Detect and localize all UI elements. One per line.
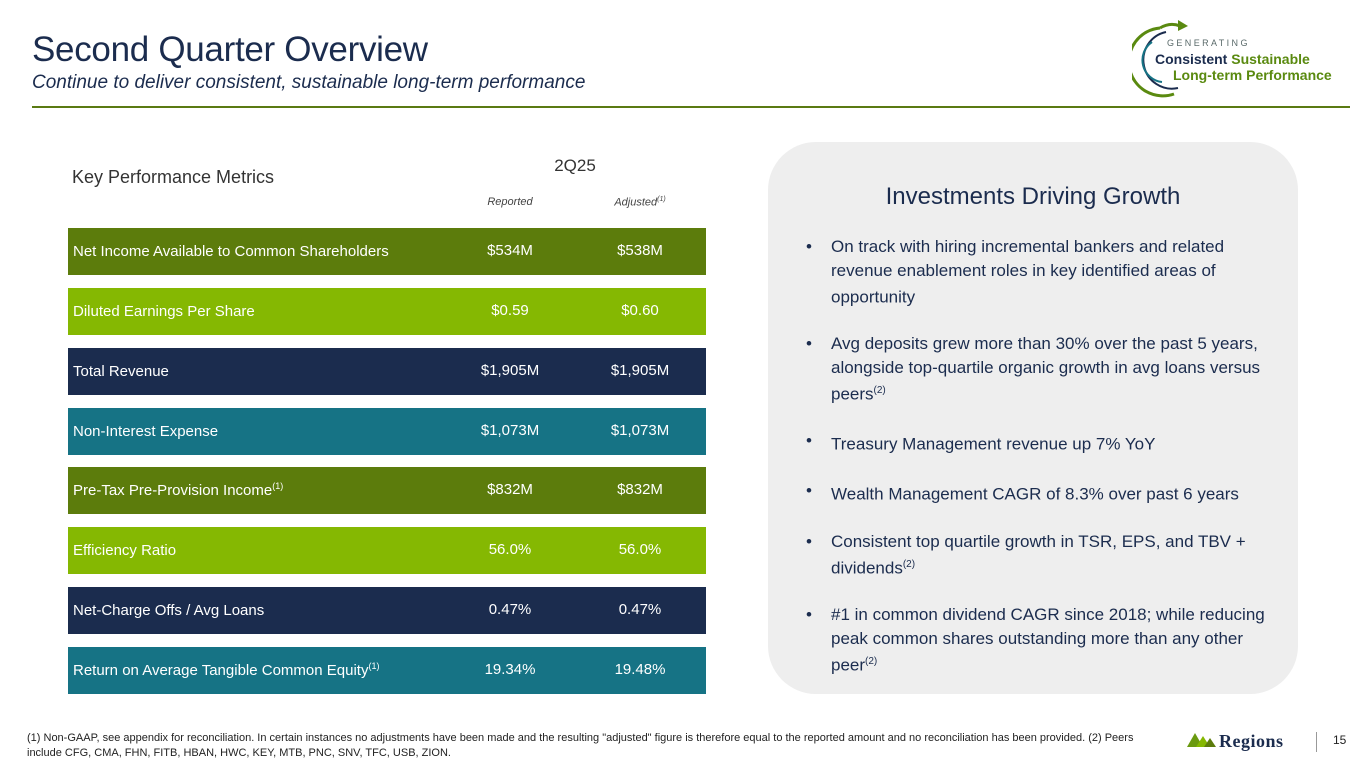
- bullet-text: #1 in common dividend CAGR since 2018; w…: [831, 605, 1265, 675]
- period-header: 2Q25: [554, 156, 596, 175]
- metric-adjusted-value: $0.60: [621, 302, 659, 319]
- footnote: (1) Non-GAAP, see appendix for reconcili…: [27, 732, 1134, 759]
- growth-bullet: Consistent top quartile growth in TSR, E…: [806, 530, 1276, 581]
- metric-row: Total Revenue $1,905M $1,905M: [68, 348, 706, 395]
- metric-label-text: Pre-Tax Pre-Provision Income: [73, 482, 273, 499]
- logo-tagline-small: GENERATING: [1167, 38, 1250, 48]
- reported-column-header: Reported: [487, 196, 533, 208]
- metric-adjusted-value: 0.47%: [618, 601, 662, 618]
- panel-title: Investments Driving Growth: [885, 183, 1181, 210]
- logo-word-sustainable: Sustainable: [1231, 51, 1310, 67]
- metric-reported-value: $0.59: [491, 302, 529, 319]
- metric-adjusted-value: $832M: [617, 481, 663, 498]
- metric-adjusted-value: 19.48%: [614, 661, 666, 678]
- metric-row: Pre-Tax Pre-Provision Income(1) $832M $832…: [68, 467, 706, 514]
- metric-row: Diluted Earnings Per Share $0.59 $0.60: [68, 288, 706, 335]
- adjusted-column-header: Adjusted(1): [595, 196, 685, 209]
- metric-label-text: Return on Average Tangible Common Equity: [73, 662, 369, 679]
- metric-label: Non-Interest Expense: [73, 422, 218, 440]
- metric-footnote-ref: (1): [368, 661, 380, 671]
- page-title: Second Quarter Overview: [32, 30, 428, 69]
- footer-divider: [1316, 732, 1317, 752]
- metric-reported-value: $832M: [487, 481, 533, 498]
- bullet-footnote-ref: (2): [902, 559, 916, 571]
- metric-reported-value: $1,905M: [480, 362, 540, 379]
- bullet-text: Avg deposits grew more than 30% over the…: [831, 334, 1261, 404]
- metric-row: Net-Charge Offs / Avg Loans 0.47% 0.47%: [68, 587, 706, 634]
- metric-label: Net-Charge Offs / Avg Loans: [73, 601, 264, 619]
- metric-adjusted-value: 56.0%: [618, 541, 662, 558]
- metric-reported-value: $534M: [487, 242, 533, 259]
- metric-row: Return on Average Tangible Common Equity…: [68, 647, 706, 694]
- title-divider: [32, 106, 1350, 108]
- growth-bullet: #1 in common dividend CAGR since 2018; w…: [806, 603, 1276, 677]
- metric-label-text: Non-Interest Expense: [73, 423, 219, 440]
- adjusted-footnote-ref: (1): [657, 196, 666, 203]
- metric-adjusted-value: $538M: [617, 242, 663, 259]
- page-number: 15: [1333, 733, 1347, 747]
- metric-label: Return on Average Tangible Common Equity…: [73, 661, 379, 679]
- bullet-text: On track with hiring incremental bankers…: [831, 237, 1225, 307]
- bullet-text: Treasury Management revenue up 7% YoY: [831, 434, 1156, 454]
- generating-logo-icon: [1132, 20, 1188, 98]
- regions-logo-icon: [1187, 733, 1216, 747]
- metric-reported-value: $1,073M: [480, 422, 540, 439]
- metric-label-text: Total Revenue: [73, 363, 169, 380]
- logo-tagline-line1: Consistent Sustainable: [1155, 51, 1310, 67]
- bullet-footnote-ref: (2): [873, 385, 886, 397]
- metric-adjusted-value: $1,073M: [610, 422, 670, 439]
- growth-bullet: Avg deposits grew more than 30% over the…: [806, 332, 1276, 406]
- metric-adjusted-value: $1,905M: [610, 362, 670, 379]
- metric-row: Non-Interest Expense $1,073M $1,073M: [68, 408, 706, 455]
- logo-tagline-line2: Long-term Performance: [1173, 67, 1332, 83]
- metric-reported-value: 19.34%: [484, 661, 536, 678]
- metric-label: Net Income Available to Common Sharehold…: [73, 242, 389, 260]
- growth-bullet: Treasury Management revenue up 7% YoY: [806, 429, 1276, 456]
- regions-brand: Regions: [1219, 731, 1284, 751]
- investments-panel: Investments Driving Growth On track with…: [768, 142, 1298, 694]
- metric-label: Diluted Earnings Per Share: [73, 302, 255, 320]
- metric-row: Net Income Available to Common Sharehold…: [68, 228, 706, 275]
- metric-label: Pre-Tax Pre-Provision Income(1): [73, 481, 283, 499]
- growth-bullet: On track with hiring incremental bankers…: [806, 235, 1276, 309]
- metric-reported-value: 56.0%: [488, 541, 532, 558]
- metric-label: Efficiency Ratio: [73, 541, 176, 559]
- growth-bullet-list: On track with hiring incremental bankers…: [806, 235, 1276, 700]
- metric-label-text: Net Income Available to Common Sharehold…: [73, 243, 389, 260]
- metric-footnote-ref: (1): [272, 481, 284, 491]
- metric-label-text: Net-Charge Offs / Avg Loans: [73, 602, 265, 619]
- metric-label: Total Revenue: [73, 362, 169, 380]
- adjusted-column-label: Adjusted: [614, 196, 658, 209]
- metric-reported-value: 0.47%: [488, 601, 532, 618]
- metric-label-text: Efficiency Ratio: [73, 542, 177, 559]
- page-subtitle: Continue to deliver consistent, sustaina…: [32, 72, 586, 93]
- bullet-text: Wealth Management CAGR of 8.3% over past…: [831, 485, 1239, 505]
- bullet-footnote-ref: (2): [865, 656, 878, 668]
- metric-label-text: Diluted Earnings Per Share: [73, 303, 255, 320]
- metrics-section-label: Key Performance Metrics: [72, 167, 275, 187]
- bullet-text: Consistent top quartile growth in TSR, E…: [831, 531, 1246, 578]
- metric-row: Efficiency Ratio 56.0% 56.0%: [68, 527, 706, 574]
- logo-word-consistent: Consistent: [1155, 51, 1228, 67]
- growth-bullet: Wealth Management CAGR of 8.3% over past…: [806, 479, 1276, 506]
